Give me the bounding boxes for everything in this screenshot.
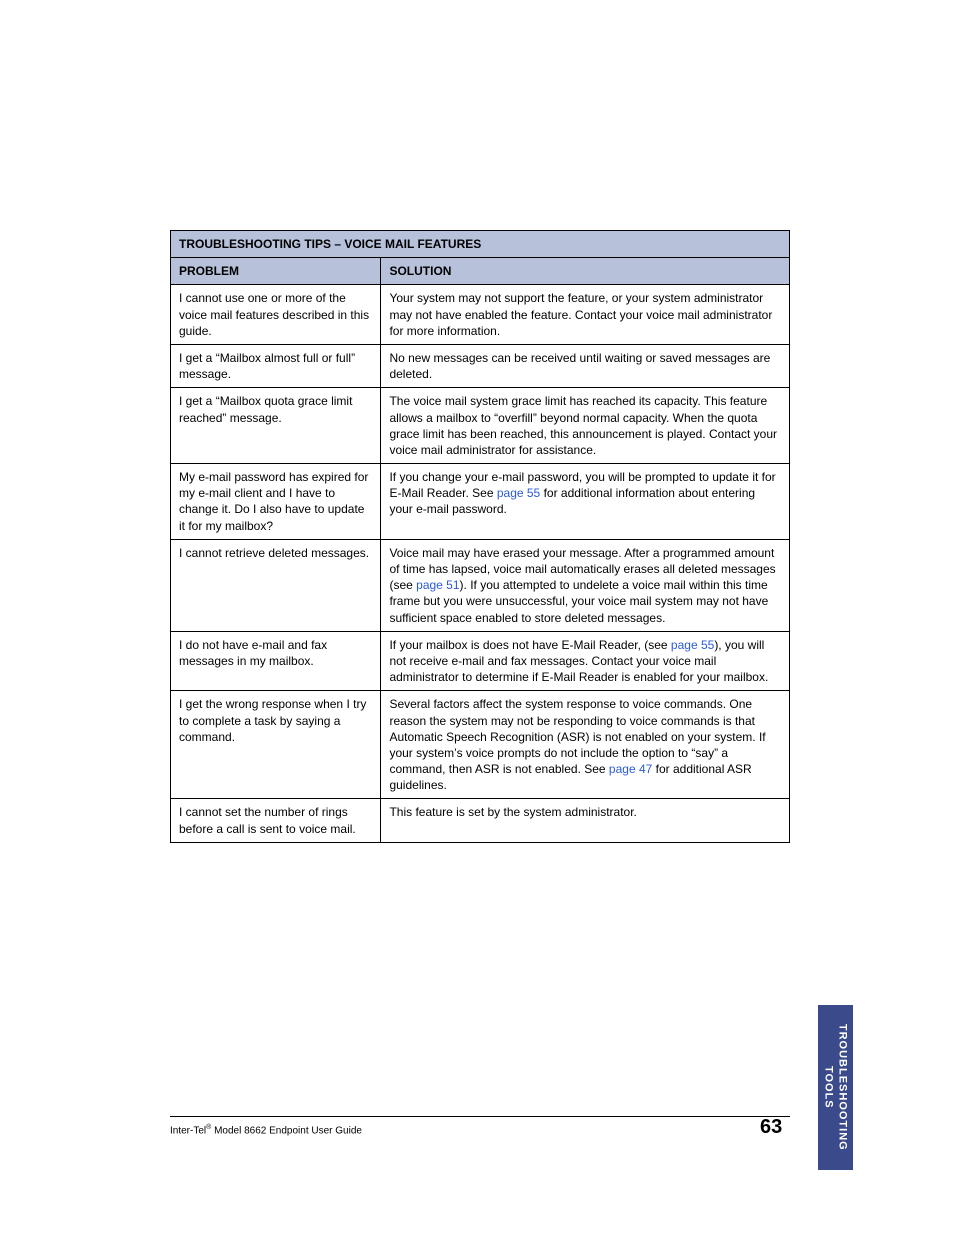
solution-text-pre: If your mailbox is does not have E-Mail … <box>389 638 670 652</box>
table-row: I cannot set the number of rings before … <box>171 799 790 842</box>
table-body: I cannot use one or more of the voice ma… <box>171 285 790 842</box>
table-row: I get a “Mailbox almost full or full” me… <box>171 344 790 387</box>
footer-brand-post: Model 8662 Endpoint User Guide <box>211 1125 362 1136</box>
side-tab: TROUBLESHOOTING TOOLS <box>818 1005 853 1170</box>
cell-problem: I cannot use one or more of the voice ma… <box>171 285 381 345</box>
table-row: I cannot use one or more of the voice ma… <box>171 285 790 345</box>
cell-solution: If your mailbox is does not have E-Mail … <box>381 631 790 691</box>
cell-solution: Several factors affect the system respon… <box>381 691 790 799</box>
page-link[interactable]: page 55 <box>671 638 714 652</box>
side-tab-line2: TOOLS <box>823 1066 835 1109</box>
page-content: TROUBLESHOOTING TIPS – VOICE MAIL FEATUR… <box>170 230 790 843</box>
cell-problem: I get a “Mailbox quota grace limit reach… <box>171 388 381 464</box>
cell-solution: Your system may not support the feature,… <box>381 285 790 345</box>
footer-brand-pre: Inter-Tel <box>170 1125 206 1136</box>
footer-rule <box>170 1116 790 1117</box>
cell-problem: I get a “Mailbox almost full or full” me… <box>171 344 381 387</box>
side-tab-line1: TROUBLESHOOTING <box>837 1024 849 1151</box>
table-row: I do not have e-mail and fax messages in… <box>171 631 790 691</box>
cell-problem: I cannot retrieve deleted messages. <box>171 539 381 631</box>
cell-problem: I get the wrong response when I try to c… <box>171 691 381 799</box>
cell-solution: If you change your e-mail password, you … <box>381 464 790 540</box>
table-row: I get the wrong response when I try to c… <box>171 691 790 799</box>
page-number: 63 <box>760 1116 782 1139</box>
table-header-row: PROBLEM SOLUTION <box>171 258 790 285</box>
table-row: I cannot retrieve deleted messages.Voice… <box>171 539 790 631</box>
col-header-solution: SOLUTION <box>381 258 790 285</box>
cell-problem: I cannot set the number of rings before … <box>171 799 381 842</box>
table-row: I get a “Mailbox quota grace limit reach… <box>171 388 790 464</box>
cell-solution: This feature is set by the system admini… <box>381 799 790 842</box>
side-tab-label: TROUBLESHOOTING TOOLS <box>821 1024 850 1151</box>
table-title-row: TROUBLESHOOTING TIPS – VOICE MAIL FEATUR… <box>171 231 790 258</box>
troubleshooting-table: TROUBLESHOOTING TIPS – VOICE MAIL FEATUR… <box>170 230 790 843</box>
cell-solution: No new messages can be received until wa… <box>381 344 790 387</box>
page-link[interactable]: page 47 <box>609 762 652 776</box>
table-title: TROUBLESHOOTING TIPS – VOICE MAIL FEATUR… <box>171 231 790 258</box>
table-row: My e-mail password has expired for my e-… <box>171 464 790 540</box>
cell-problem: My e-mail password has expired for my e-… <box>171 464 381 540</box>
footer-text: Inter-Tel® Model 8662 Endpoint User Guid… <box>170 1124 362 1136</box>
cell-solution: The voice mail system grace limit has re… <box>381 388 790 464</box>
cell-problem: I do not have e-mail and fax messages in… <box>171 631 381 691</box>
col-header-problem: PROBLEM <box>171 258 381 285</box>
cell-solution: Voice mail may have erased your message.… <box>381 539 790 631</box>
page-link[interactable]: page 51 <box>416 578 459 592</box>
page-link[interactable]: page 55 <box>497 486 540 500</box>
